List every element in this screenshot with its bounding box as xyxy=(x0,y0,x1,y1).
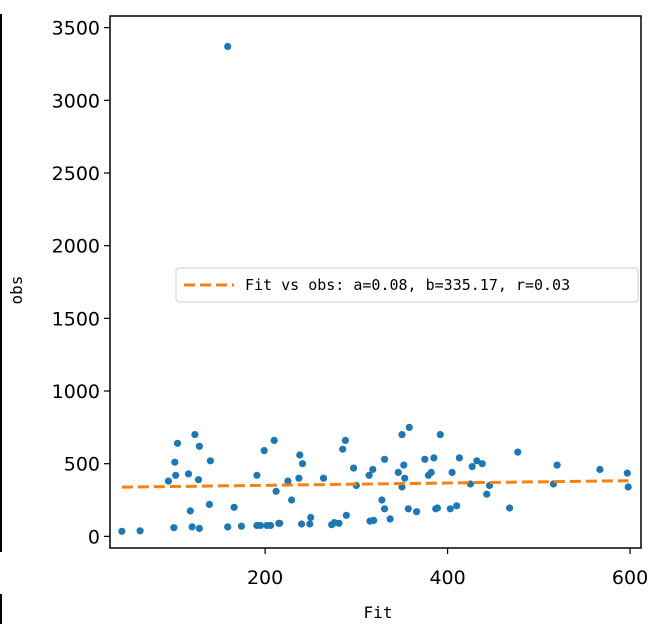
data-point xyxy=(195,442,203,450)
data-point xyxy=(398,483,406,491)
data-point xyxy=(596,465,604,474)
data-point xyxy=(365,471,373,479)
data-point xyxy=(224,523,232,531)
data-point xyxy=(298,520,306,528)
data-point xyxy=(386,515,394,523)
data-point xyxy=(173,439,182,447)
data-point xyxy=(623,469,631,477)
data-point xyxy=(514,448,522,456)
y-tick-label: 3000 xyxy=(52,90,100,112)
data-point xyxy=(118,527,126,535)
data-point xyxy=(350,464,358,472)
data-point xyxy=(253,471,261,479)
data-point xyxy=(381,455,389,463)
data-point xyxy=(369,465,377,474)
data-point xyxy=(335,519,343,527)
x-axis-title: Fit xyxy=(364,603,393,622)
legend-box xyxy=(175,267,639,303)
data-point xyxy=(381,505,389,513)
data-point xyxy=(436,431,444,439)
legend-fit-label: Fit vs obs: a=0.08, b=335.17, r=0.03 xyxy=(245,276,570,294)
left-edge-divider xyxy=(0,14,2,552)
data-point xyxy=(230,503,238,511)
data-point xyxy=(205,500,213,508)
left-edge-divider-lower xyxy=(0,594,2,624)
y-tick-label: 1500 xyxy=(52,308,100,330)
data-point xyxy=(237,522,245,530)
data-point xyxy=(398,431,406,439)
data-point xyxy=(400,461,408,469)
data-point xyxy=(319,474,328,482)
data-point xyxy=(184,470,193,478)
data-point xyxy=(473,457,481,465)
y-tick-label: 1000 xyxy=(52,381,100,403)
data-point xyxy=(413,508,421,516)
data-point xyxy=(553,461,561,469)
x-tick-label: 400 xyxy=(429,567,465,589)
data-point xyxy=(483,490,491,498)
y-axis-title: obs xyxy=(7,276,26,305)
data-point xyxy=(378,496,386,504)
y-tick-label: 0 xyxy=(88,526,100,548)
data-point xyxy=(624,483,632,491)
legend: Fit vs obs: a=0.08, b=335.17, r=0.03 xyxy=(175,267,639,303)
data-point xyxy=(468,463,476,471)
data-point xyxy=(224,42,232,51)
plot-frame xyxy=(109,15,642,549)
data-point xyxy=(136,527,144,535)
x-tick-label: 200 xyxy=(247,567,283,589)
data-point xyxy=(342,511,350,519)
data-point xyxy=(341,436,349,444)
data-point xyxy=(295,474,303,482)
x-tick-label: 600 xyxy=(612,567,648,589)
data-point xyxy=(394,468,402,476)
data-point xyxy=(272,487,280,495)
y-tick-label: 500 xyxy=(64,454,100,476)
data-point xyxy=(270,436,278,444)
data-point xyxy=(191,431,199,439)
data-point xyxy=(433,504,442,512)
data-point xyxy=(307,513,315,522)
data-point xyxy=(298,460,307,468)
fit-line-layer xyxy=(121,479,629,489)
data-point xyxy=(171,458,179,466)
data-point xyxy=(260,447,268,455)
data-point xyxy=(427,468,435,476)
data-point xyxy=(195,524,203,533)
scatter-points xyxy=(118,42,632,535)
data-point xyxy=(339,445,347,453)
data-point xyxy=(188,523,196,531)
data-point xyxy=(170,524,178,532)
data-point xyxy=(186,507,194,515)
data-point xyxy=(448,468,456,476)
data-point xyxy=(306,520,314,528)
y-tick-label: 3500 xyxy=(52,18,100,40)
data-point xyxy=(256,521,265,530)
data-point xyxy=(506,504,514,512)
data-point xyxy=(405,423,413,431)
data-point xyxy=(206,457,214,465)
data-point xyxy=(455,454,463,462)
data-point xyxy=(164,477,172,485)
data-point xyxy=(267,521,275,530)
data-point xyxy=(276,519,284,527)
data-point xyxy=(478,460,486,468)
data-point xyxy=(404,505,412,513)
data-point xyxy=(401,474,409,482)
y-tick-label: 2500 xyxy=(52,163,100,185)
data-point xyxy=(284,477,292,485)
data-point xyxy=(453,502,461,510)
data-point xyxy=(172,471,180,479)
data-point xyxy=(446,505,454,513)
y-tick-label: 2000 xyxy=(52,236,100,258)
data-point xyxy=(430,454,438,462)
data-point xyxy=(288,496,296,504)
data-point xyxy=(370,516,378,525)
fit-line xyxy=(121,479,629,489)
data-point xyxy=(296,451,304,459)
data-point xyxy=(194,476,203,484)
data-point xyxy=(421,455,429,463)
axis-ticks: 200 400 600 0 500 1000 1500 2000 2500 3000 3500 xyxy=(52,18,649,589)
